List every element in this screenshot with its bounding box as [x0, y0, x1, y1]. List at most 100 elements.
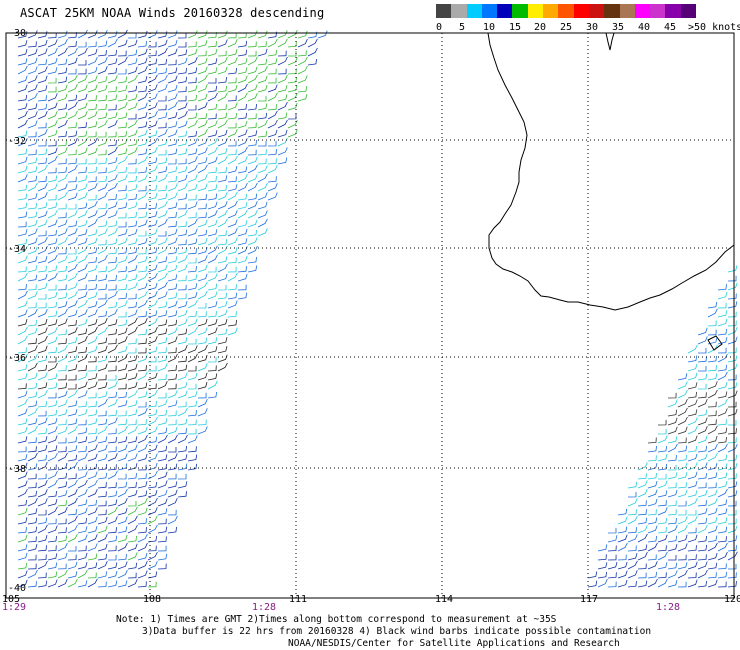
wind-barb	[167, 264, 178, 273]
lon-label: 120	[724, 594, 740, 605]
wind-barb	[47, 147, 58, 156]
wind-barb	[227, 200, 238, 210]
wind-barb	[177, 158, 187, 165]
wind-barb	[87, 309, 98, 318]
lat-label: -36	[8, 353, 26, 364]
wind-barb	[97, 374, 107, 381]
wind-barb	[727, 563, 737, 570]
wind-barb	[647, 480, 658, 489]
wind-barb	[57, 265, 67, 273]
wind-barb	[687, 554, 697, 561]
wind-barb	[107, 446, 117, 453]
wind-barb	[127, 273, 138, 282]
wind-barb	[87, 75, 98, 84]
wind-barb	[727, 454, 737, 462]
wind-barb	[147, 291, 158, 300]
wind-barb	[17, 103, 28, 111]
wind-barb	[117, 542, 128, 552]
wind-barb	[57, 167, 67, 174]
wind-barb	[637, 500, 647, 507]
wind-barb	[127, 482, 137, 489]
wind-barb	[67, 130, 78, 138]
wind-barb	[87, 463, 98, 471]
wind-barb	[707, 373, 718, 381]
wind-barb	[647, 561, 658, 570]
wind-barb	[67, 418, 78, 426]
wind-barb	[97, 525, 108, 534]
wind-barb	[147, 247, 158, 255]
wind-barb	[117, 266, 127, 273]
wind-barb	[27, 256, 38, 264]
wind-barb	[47, 155, 58, 165]
wind-barb	[277, 94, 288, 102]
wind-barb	[217, 337, 228, 345]
wind-barb	[27, 517, 38, 525]
wind-barb	[107, 436, 117, 444]
wind-barb	[597, 562, 608, 570]
wind-barb	[137, 174, 148, 183]
wind-barb	[187, 112, 198, 120]
wind-barb	[127, 381, 138, 390]
wind-barb	[157, 399, 168, 408]
wind-barb	[77, 210, 88, 219]
wind-barb	[77, 228, 88, 237]
wind-barb	[207, 229, 218, 237]
wind-barb	[167, 192, 178, 201]
wind-barb	[227, 32, 237, 39]
wind-barb	[77, 580, 88, 588]
wind-barb	[687, 534, 698, 543]
wind-barb	[137, 481, 148, 489]
legend-label: 45	[664, 22, 677, 33]
wind-barb	[198, 303, 207, 309]
wind-barb	[137, 191, 148, 201]
wind-barb	[727, 551, 738, 561]
wind-barb	[647, 571, 657, 579]
wind-barb	[97, 363, 108, 372]
wind-barb	[107, 140, 117, 147]
wind-barb	[157, 518, 167, 525]
wind-barb	[187, 94, 197, 102]
wind-barb	[127, 515, 138, 525]
wind-barb	[717, 472, 728, 480]
wind-barb	[97, 84, 108, 93]
wind-barb	[17, 211, 28, 219]
wind-barb	[187, 454, 198, 462]
wind-barb	[717, 364, 728, 372]
wind-barb	[77, 273, 88, 282]
wind-barb	[217, 167, 227, 174]
wind-barb	[207, 219, 218, 228]
wind-barb	[267, 84, 278, 93]
wind-barb	[627, 560, 638, 570]
wind-barb	[77, 464, 87, 471]
wind-barb	[67, 122, 77, 129]
wind-barb	[247, 201, 258, 210]
wind-barb	[87, 345, 98, 354]
wind-barb	[617, 542, 628, 552]
wind-barb	[147, 515, 158, 525]
wind-barb	[37, 318, 48, 327]
wind-barb	[47, 409, 58, 417]
wind-barb	[247, 265, 258, 273]
wind-barb	[97, 425, 108, 435]
wind-barb	[47, 562, 58, 570]
wind-barb	[167, 166, 178, 174]
wind-barb	[57, 329, 67, 336]
wind-barb	[37, 85, 48, 93]
wind-barb	[657, 490, 668, 498]
wind-barb	[107, 248, 117, 255]
wind-barb	[187, 138, 198, 147]
wind-barb	[697, 435, 708, 444]
wind-barb	[237, 58, 248, 66]
wind-barb	[247, 256, 257, 264]
wind-barb	[117, 400, 128, 408]
wind-barb	[227, 49, 238, 57]
wind-barb	[137, 391, 148, 399]
wind-barb	[87, 137, 98, 147]
legend-label: 30	[586, 22, 599, 33]
wind-barb	[57, 236, 68, 246]
wind-barb	[77, 202, 88, 210]
wind-barb	[267, 49, 278, 57]
wind-barb	[117, 29, 128, 39]
wind-barb	[727, 572, 737, 579]
wind-barb	[177, 418, 188, 426]
